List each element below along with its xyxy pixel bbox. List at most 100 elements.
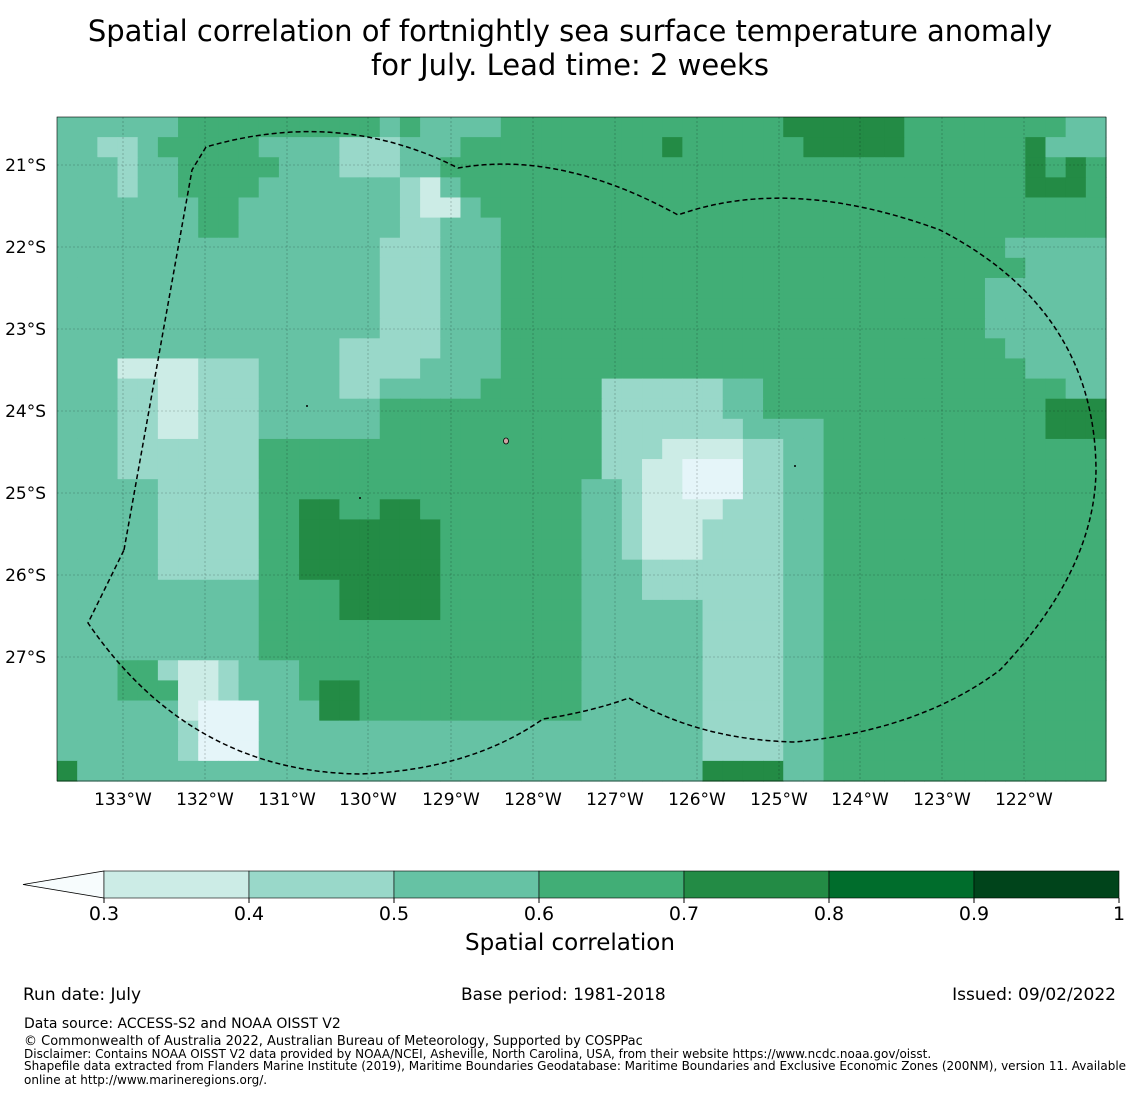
heatmap-cell (1025, 157, 1047, 178)
heatmap-cell (863, 298, 885, 319)
heatmap-cell (299, 479, 320, 500)
heatmap-cell (742, 640, 764, 661)
heatmap-cell (823, 338, 845, 360)
heatmap-cell (823, 539, 845, 561)
heatmap-cell (561, 740, 583, 762)
heatmap-cell (884, 298, 905, 319)
heatmap-cell (843, 680, 865, 702)
heatmap-cell (621, 117, 643, 138)
heatmap-cell (984, 217, 1006, 239)
heatmap-cell (561, 378, 583, 400)
heatmap-cell (682, 418, 704, 440)
heatmap-cell (682, 660, 704, 681)
heatmap-cell (319, 539, 341, 561)
heatmap-cell (984, 499, 1006, 521)
heatmap-cell (944, 740, 966, 762)
heatmap-cell (783, 740, 804, 762)
lat-tick-label: 26°S (5, 566, 46, 586)
heatmap-cell (399, 700, 421, 722)
heatmap-cell (722, 700, 744, 722)
heatmap-cell (520, 358, 542, 380)
heatmap-cell (642, 177, 663, 199)
heatmap-cell (561, 539, 583, 561)
heatmap-cell (520, 438, 542, 460)
heatmap-cell (1045, 177, 1067, 199)
heatmap-cell (541, 157, 562, 178)
heatmap-cell (238, 358, 260, 380)
heatmap-cell (1005, 217, 1026, 239)
heatmap-cell (783, 680, 804, 702)
heatmap-cell (379, 559, 401, 581)
heatmap-cell (642, 499, 663, 521)
heatmap-cell (924, 579, 946, 601)
heatmap-cell (843, 660, 865, 681)
heatmap-cell (601, 559, 623, 581)
heatmap-cell (884, 740, 905, 762)
heatmap-cell (1085, 559, 1107, 581)
heatmap-cell (642, 338, 663, 360)
heatmap-cell (299, 519, 320, 541)
heatmap-cell (541, 217, 562, 239)
heatmap-cell (662, 177, 683, 199)
heatmap-cell (742, 398, 764, 420)
heatmap-cell (1065, 459, 1087, 480)
heatmap-cell (97, 398, 119, 420)
heatmap-cell (843, 217, 865, 239)
heatmap-cell (57, 298, 78, 319)
heatmap-cell (1005, 760, 1026, 782)
heatmap-cell (803, 318, 825, 339)
heatmap-cell (137, 157, 159, 178)
heatmap-cell (1045, 117, 1067, 138)
heatmap-cell (278, 197, 300, 219)
heatmap-cell (884, 338, 905, 360)
heatmap-cell (621, 519, 643, 541)
heatmap-cell (702, 680, 724, 702)
heatmap-cell (863, 257, 885, 279)
heatmap-cell (137, 660, 159, 681)
heatmap-cell (258, 680, 280, 702)
heatmap-cell (117, 499, 139, 521)
heatmap-cell (1025, 620, 1047, 641)
heatmap-cell (117, 277, 139, 299)
heatmap-cell (823, 740, 845, 762)
heatmap-cell (77, 378, 98, 400)
heatmap-cell (904, 217, 926, 239)
heatmap-cell (339, 459, 361, 480)
heatmap-cell (581, 137, 603, 158)
heatmap-cell (924, 459, 946, 480)
heatmap-cell (520, 499, 542, 521)
heatmap-cell (823, 237, 845, 259)
heatmap-cell (924, 620, 946, 641)
heatmap-cell (399, 298, 421, 319)
heatmap-cell (984, 599, 1006, 621)
heatmap-cell (944, 117, 966, 138)
heatmap-cell (843, 418, 865, 440)
heatmap-cell (278, 277, 300, 299)
heatmap-cell (621, 499, 643, 521)
heatmap-cell (238, 338, 260, 360)
heatmap-cell (884, 358, 905, 380)
heatmap-cell (480, 760, 502, 782)
heatmap-cell (218, 519, 240, 541)
heatmap-cell (379, 438, 401, 460)
heatmap-cell (500, 499, 522, 521)
heatmap-cell (157, 418, 179, 440)
heatmap-cell (783, 579, 804, 601)
heatmap-cell (783, 358, 804, 380)
heatmap-cell (621, 418, 643, 440)
heatmap-cell (803, 559, 825, 581)
heatmap-cell (500, 398, 522, 420)
heatmap-cell (964, 157, 986, 178)
heatmap-cell (218, 539, 240, 561)
heatmap-cell (1045, 579, 1067, 601)
copyright: © Commonwealth of Australia 2022, Austra… (24, 1034, 643, 1049)
heatmap-cell (984, 760, 1006, 782)
heatmap-cell (924, 760, 946, 782)
heatmap-cell (1005, 620, 1026, 641)
heatmap-cell (238, 459, 260, 480)
heatmap-cell (803, 680, 825, 702)
heatmap-cell (682, 117, 704, 138)
heatmap-cell (621, 438, 643, 460)
heatmap-cell (682, 217, 704, 239)
heatmap-cell (299, 740, 320, 762)
